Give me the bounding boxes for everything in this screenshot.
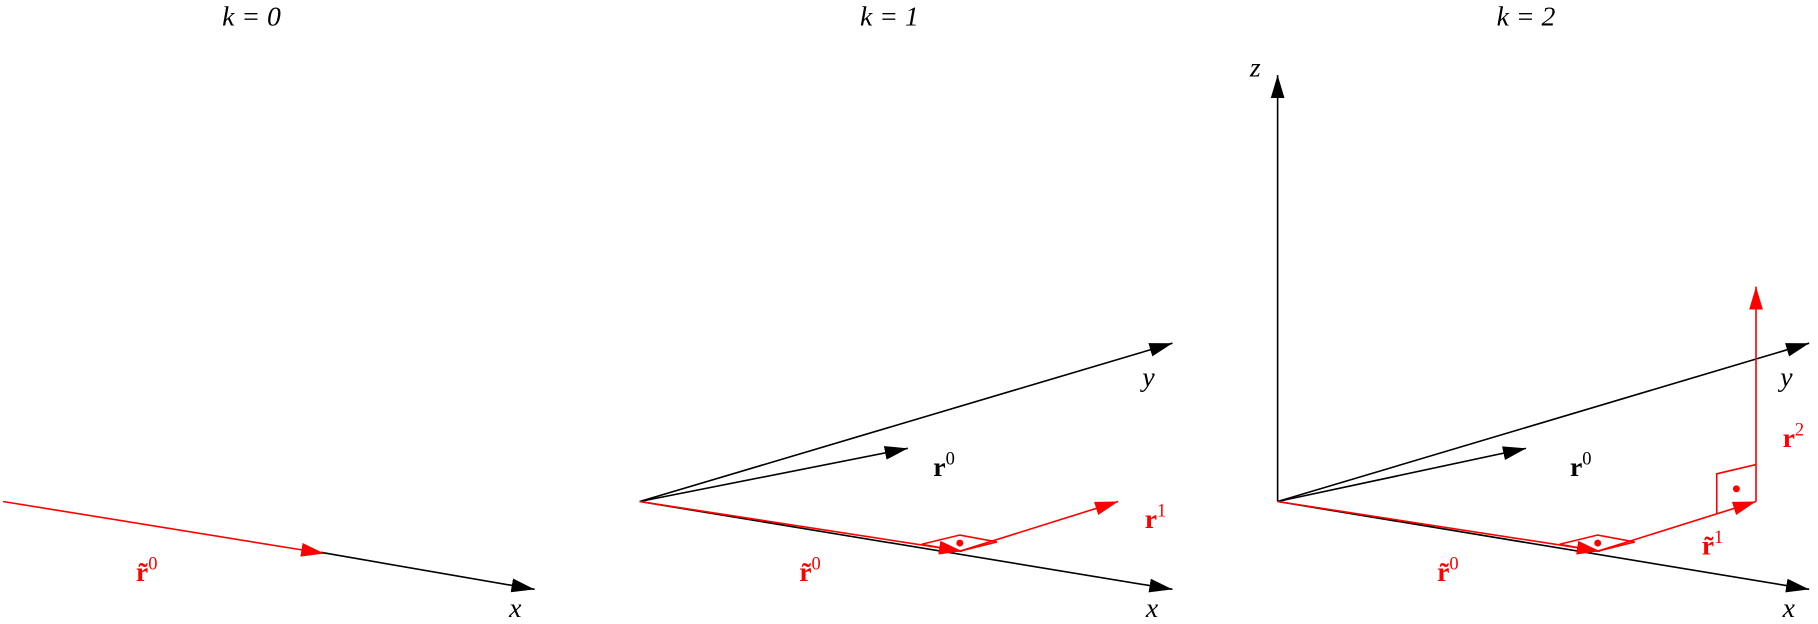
label: r0 <box>1570 449 1592 483</box>
vector-r-tilde-0 <box>639 500 963 555</box>
panel-k1: k = 1 y r0 r1 r̃0 x <box>639 0 1173 623</box>
label: x <box>508 592 522 623</box>
vector-r-0 <box>639 446 909 503</box>
label-sup: 2 <box>1795 420 1804 440</box>
label-sup: 0 <box>946 449 955 469</box>
label-base: r̃ <box>1437 556 1450 587</box>
label-base: r <box>933 451 945 482</box>
label: r2 <box>1783 420 1805 454</box>
label-base: r <box>1145 503 1157 534</box>
panel-title: k = 0 <box>222 0 281 31</box>
panel-k2: k = 2 z y r0 r2 r̃1 r̃0 x <box>1249 0 1810 623</box>
label: x <box>1782 592 1796 623</box>
y-axis <box>639 342 1173 503</box>
label-sup: 0 <box>148 554 157 574</box>
label-sup: 1 <box>1714 527 1723 547</box>
label: x <box>1145 592 1159 623</box>
label: z <box>1249 51 1261 82</box>
x-axis <box>1277 500 1810 593</box>
label: r̃0 <box>799 554 821 588</box>
vector-r-1 <box>959 500 1119 552</box>
panel-k0: k = 0 r̃0 x <box>2 0 535 623</box>
vector-r-tilde-0 <box>2 500 325 557</box>
label-sup: 0 <box>812 554 821 574</box>
label: r̃0 <box>136 554 158 588</box>
x-axis <box>320 551 535 593</box>
vector-r-tilde-0 <box>1277 500 1601 555</box>
label-base: r̃ <box>1702 530 1715 561</box>
label: y <box>1777 361 1793 392</box>
right-angle-dot <box>1594 539 1602 547</box>
label: y <box>1139 361 1155 392</box>
panel-title: k = 1 <box>860 0 919 31</box>
label: r0 <box>933 449 955 483</box>
x-axis <box>639 500 1173 593</box>
y-axis <box>1277 342 1810 503</box>
label-sup: 0 <box>1449 554 1458 574</box>
label-base: r̃ <box>799 556 812 587</box>
label-base: r <box>1783 422 1795 453</box>
label: r1 <box>1145 501 1167 535</box>
label: r̃1 <box>1702 527 1724 561</box>
label: r̃0 <box>1437 554 1459 588</box>
right-angle-dot <box>1732 485 1740 493</box>
right-angle-marker <box>1715 463 1757 514</box>
label-base: r̃ <box>136 556 149 587</box>
vector-r-0 <box>1277 446 1527 503</box>
label-sup: 0 <box>1582 449 1591 469</box>
right-angle-dot <box>956 539 964 547</box>
label-sup: 1 <box>1157 501 1166 521</box>
panel-title: k = 2 <box>1497 0 1556 31</box>
label-base: r <box>1570 451 1582 482</box>
vector-r-tilde-1 <box>1597 500 1757 552</box>
